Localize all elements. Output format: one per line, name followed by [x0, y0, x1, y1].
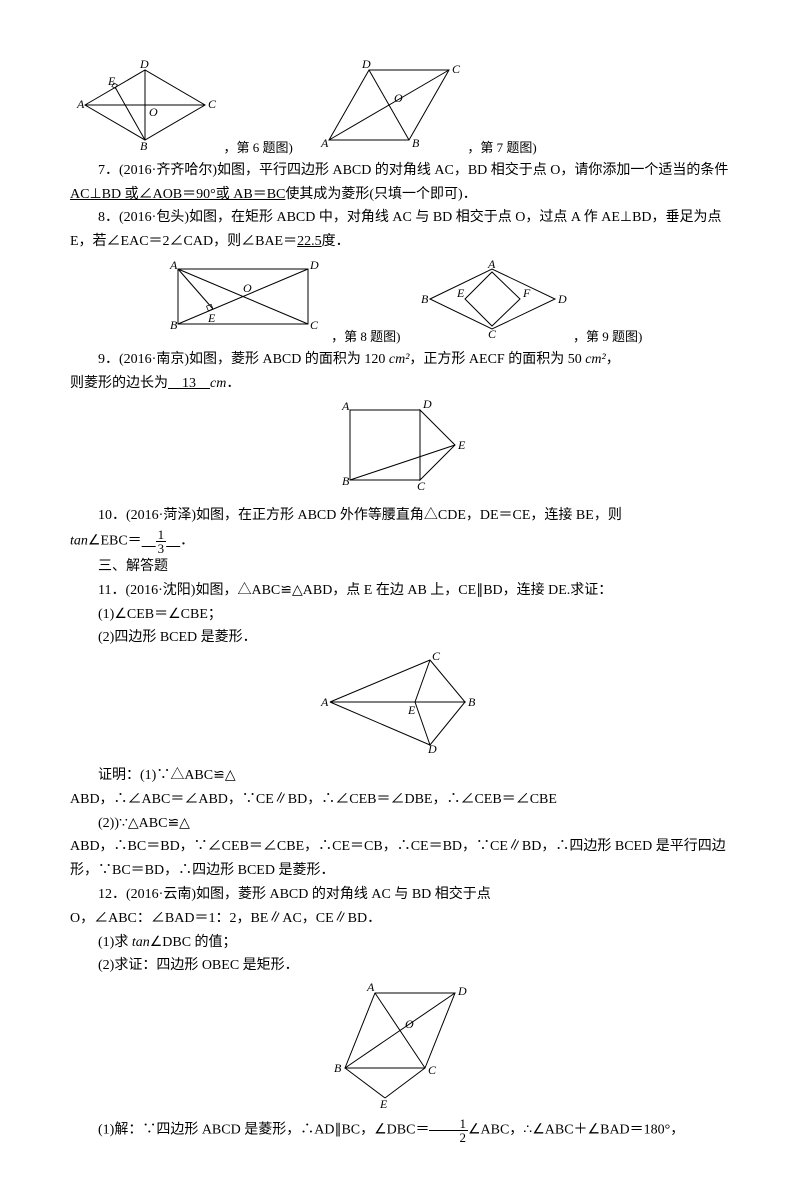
- fig9-cap: ，第 9 题图): [573, 326, 642, 348]
- svg-text:O: O: [405, 1017, 414, 1031]
- svg-text:F: F: [522, 286, 531, 300]
- fig6-cap: ，第 6 题图): [224, 137, 293, 159]
- pf11-l1: 证明：(1)∵△ABC≌△: [70, 764, 730, 788]
- fig8: A D B C E O: [158, 254, 328, 348]
- q8-ans: 22.5: [297, 234, 322, 249]
- fig8-cap: ，第 8 题图): [331, 326, 400, 348]
- svg-text:C: C: [310, 318, 319, 332]
- q11-p2: (2)四边形 BCED 是菱形．: [70, 626, 730, 650]
- svg-text:D: D: [557, 292, 567, 306]
- svg-text:D: D: [361, 60, 371, 71]
- q12-head: 12．(2016·云南)如图，菱形 ABCD 的对角线 AC 与 BD 相交于点: [70, 883, 730, 907]
- q8-text: 8．(2016·包头)如图，在矩形 ABCD 中，对角线 AC 与 BD 相交于…: [70, 206, 730, 254]
- svg-text:A: A: [366, 980, 375, 994]
- pf11-l3: (2))∵△ABC≌△: [70, 812, 730, 836]
- pf12: (1)解：∵四边形 ABCD 是菱形，∴AD∥BC，∠DBC＝12∠ABC，∴∠…: [70, 1117, 730, 1144]
- q11-p1: (1)∠CEB＝∠CBE；: [70, 603, 730, 627]
- sec3: 三、解答题: [70, 555, 730, 579]
- q10-frac: 13: [156, 528, 167, 555]
- fig-row-6-7: A D C B E O ，第 6 题图) A D C B O ，第 7 题图): [70, 60, 730, 159]
- fig6: A D C B E O: [70, 60, 220, 159]
- fig7: A D C B O: [314, 60, 464, 159]
- fig11: A B C D E: [70, 650, 730, 764]
- q11-head: 11．(2016·沈阳)如图，△ABC≌△ABD，点 E 在边 AB 上，CE∥…: [70, 579, 730, 603]
- svg-text:D: D: [457, 984, 467, 998]
- q12-p1: (1)求 tan∠DBC 的值；: [70, 931, 730, 955]
- svg-text:O: O: [243, 281, 252, 295]
- svg-text:B: B: [468, 695, 476, 709]
- q12-p2: (2)求证：四边形 OBEC 是矩形．: [70, 954, 730, 978]
- svg-text:O: O: [394, 91, 403, 105]
- svg-text:A: A: [487, 259, 496, 271]
- svg-text:E: E: [456, 286, 465, 300]
- svg-text:D: D: [422, 397, 432, 411]
- fig-row-8-9: A D B C E O ，第 8 题图) B A D C E F ，第 9 题图…: [70, 254, 730, 348]
- svg-text:C: C: [417, 479, 426, 493]
- pf12-frac: 12: [429, 1117, 468, 1144]
- svg-text:E: E: [107, 74, 116, 88]
- svg-text:C: C: [432, 650, 441, 663]
- q10-ans-line: tan∠EBC＝ 13 ．: [70, 528, 730, 555]
- svg-text:B: B: [140, 139, 148, 150]
- svg-text:E: E: [379, 1097, 388, 1108]
- svg-text:O: O: [149, 105, 158, 119]
- svg-text:C: C: [208, 97, 217, 111]
- svg-text:A: A: [320, 695, 329, 709]
- svg-text:B: B: [334, 1061, 342, 1075]
- q10-text: 10．(2016·菏泽)如图，在正方形 ABCD 外作等腰直角△CDE，DE＝C…: [70, 504, 730, 528]
- q9-text: 9．(2016·南京)如图，菱形 ABCD 的面积为 120 cm²，正方形 A…: [70, 348, 730, 396]
- svg-text:E: E: [207, 311, 216, 325]
- fig7-cap: ，第 7 题图): [467, 137, 536, 159]
- svg-text:E: E: [407, 703, 416, 717]
- q12-l2: O，∠ABC：∠BAD＝1：2，BE∥AC，CE∥BD．: [70, 907, 730, 931]
- svg-text:D: D: [139, 60, 149, 71]
- fig9: B A D C E F: [415, 259, 570, 348]
- svg-text:C: C: [488, 327, 497, 339]
- svg-text:B: B: [342, 474, 350, 488]
- pf11-l4: ABD，∴BC＝BD，∵∠CEB＝∠CBE，∴CE＝CB，∴CE＝BD，∵CE∥…: [70, 835, 730, 883]
- q9-ans: 13: [182, 376, 196, 391]
- svg-text:A: A: [341, 399, 350, 413]
- fig10: A D B C E: [70, 395, 730, 504]
- q7-text: 7．(2016·齐齐哈尔)如图，平行四边形 ABCD 的对角线 AC，BD 相交…: [70, 159, 730, 207]
- svg-text:C: C: [428, 1063, 437, 1077]
- fig12: A D B C E O: [70, 978, 730, 1117]
- svg-text:B: B: [421, 292, 429, 306]
- svg-text:C: C: [452, 62, 461, 76]
- svg-text:D: D: [309, 258, 319, 272]
- svg-text:B: B: [170, 318, 178, 332]
- svg-text:A: A: [76, 97, 85, 111]
- q7-ans: AC⊥BD 或∠AOB＝90°或 AB＝BC: [70, 187, 285, 202]
- svg-text:E: E: [457, 438, 466, 452]
- svg-text:A: A: [169, 258, 178, 272]
- pf11-l2: ABD，∴∠ABC＝∠ABD，∵CE∥BD，∴∠CEB＝∠DBE，∴∠CEB＝∠…: [70, 788, 730, 812]
- svg-text:D: D: [427, 742, 437, 755]
- svg-text:A: A: [320, 136, 329, 150]
- svg-text:B: B: [412, 136, 420, 150]
